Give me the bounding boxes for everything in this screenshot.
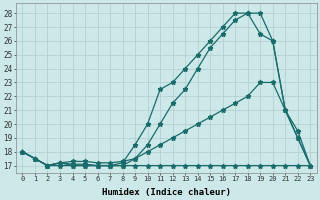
X-axis label: Humidex (Indice chaleur): Humidex (Indice chaleur) xyxy=(102,188,231,197)
